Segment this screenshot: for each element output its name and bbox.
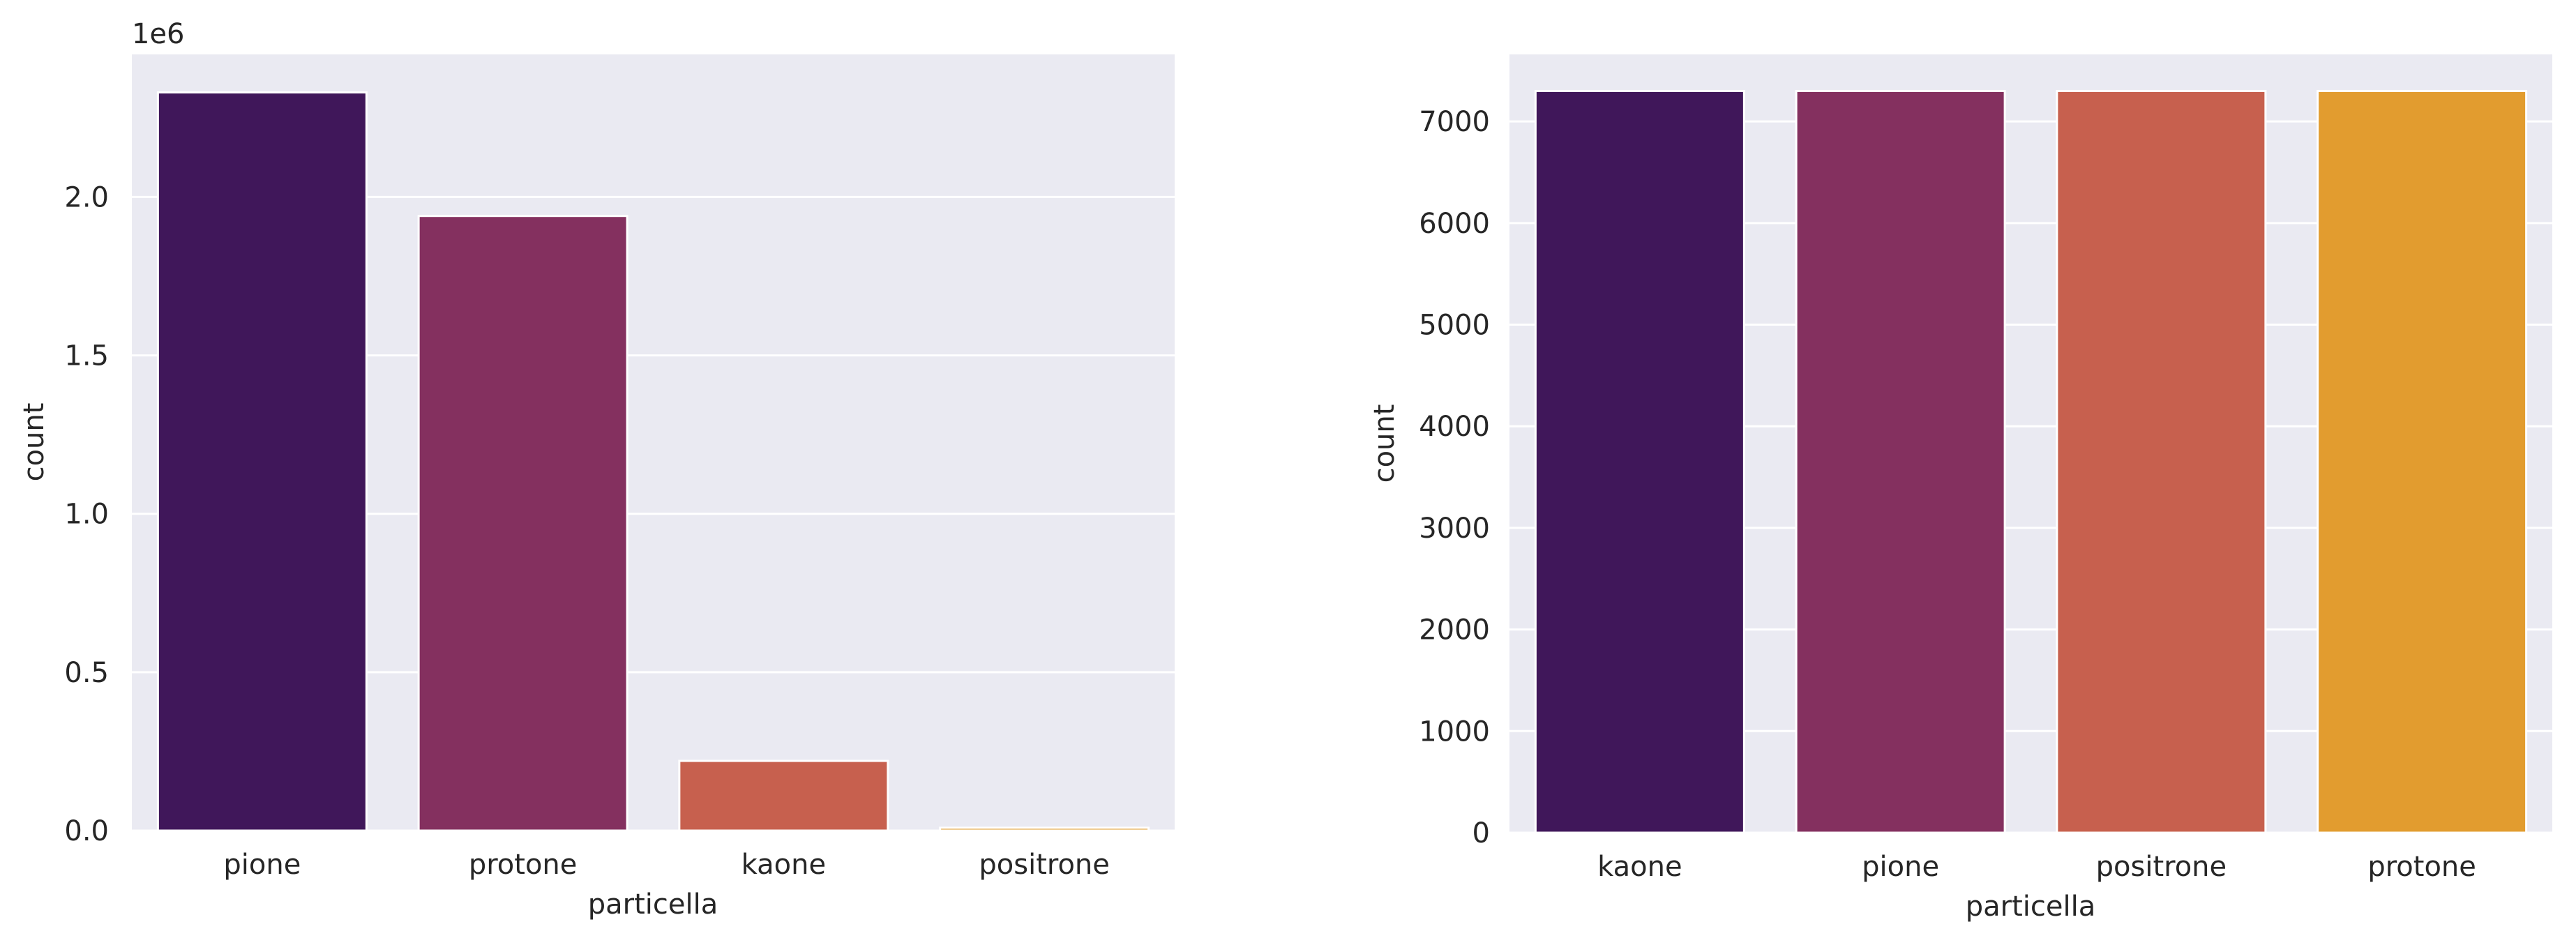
chart-left-y-tick-labels: 0.0 0.5 1.0 1.5 2.0 [64,181,109,847]
chart-right-y-tick-labels: 0 1000 2000 3000 4000 5000 6000 7000 [1419,106,1490,849]
y-tick-label: 1.0 [64,499,109,531]
bar-protone [417,215,628,832]
y-tick-label: 0 [1472,817,1490,849]
chart-left-bars [156,91,1150,832]
y-tick-label: 0.5 [64,657,109,689]
y-tick-label: 0.0 [64,815,109,847]
chart-right-x-tick-labels: kaone pione positrone protone [1597,851,2476,883]
y-tick-label: 1.5 [64,340,109,372]
x-tick-label: pione [223,849,301,881]
chart-left-x-axis-label: particella [588,888,718,921]
y-tick-label: 3000 [1419,513,1490,545]
chart-left-offset-label: 1e6 [132,18,185,50]
bar-kaone [678,759,889,832]
x-tick-label: pione [1862,851,1939,883]
x-tick-label: positrone [2096,851,2227,883]
x-tick-label: kaone [741,849,826,881]
y-tick-label: 2000 [1419,614,1490,646]
x-tick-label: protone [2367,851,2476,883]
chart-right: 0 1000 2000 3000 4000 5000 6000 7000 kaone pione… [1369,54,2552,923]
bar-positrone [939,826,1150,832]
bar-pione [156,91,368,832]
y-tick-label: 7000 [1419,106,1490,138]
chart-left-x-tick-labels: pione protone kaone positrone [223,849,1109,881]
y-tick-label: 6000 [1419,208,1490,240]
x-tick-label: kaone [1597,851,1682,883]
y-tick-label: 5000 [1419,310,1490,342]
x-tick-label: positrone [979,849,1110,881]
x-tick-label: protone [469,849,578,881]
chart-left-y-axis-label: count [18,403,50,482]
y-tick-label: 2.0 [64,181,109,213]
chart-left: 0.0 0.5 1.0 1.5 2.0 pione protone kaone positro… [18,18,1175,921]
bar-kaone [1534,89,1745,834]
y-tick-label: 1000 [1419,716,1490,748]
chart-right-y-axis-label: count [1369,404,1401,483]
y-tick-label: 4000 [1419,411,1490,443]
bar-pione [1795,89,2006,834]
bar-protone [2317,89,2528,834]
chart-right-x-axis-label: particella [1966,891,2095,923]
bar-positrone [2056,89,2267,834]
chart-right-bars [1534,89,2528,834]
